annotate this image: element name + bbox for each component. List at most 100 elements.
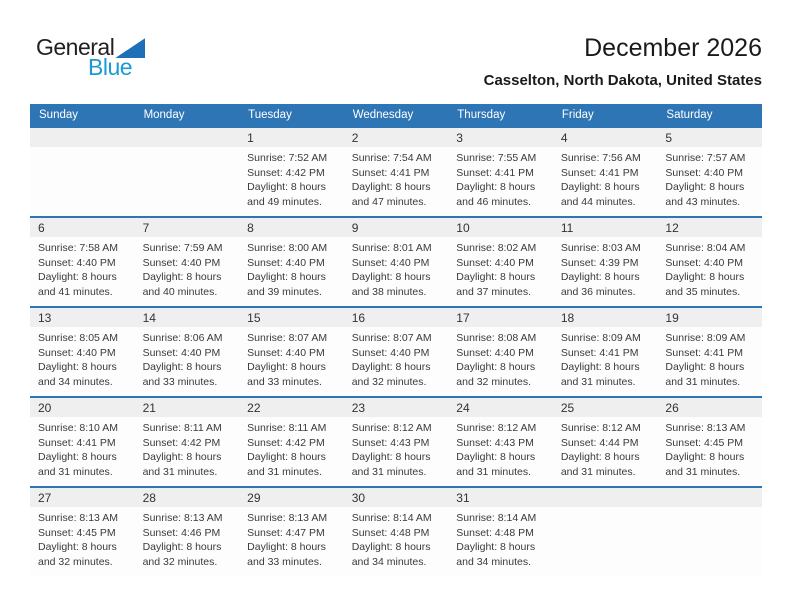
sunrise-text: Sunrise: 8:10 AM bbox=[38, 422, 118, 434]
day-cell-21: 21 Sunrise: 8:11 AM Sunset: 4:42 PM Dayligh… bbox=[135, 398, 240, 486]
weekday-header-monday: Monday bbox=[143, 109, 185, 121]
day-number: 12 bbox=[665, 221, 679, 235]
day-details: Sunrise: 8:03 AM Sunset: 4:39 PM Daylight:… bbox=[553, 237, 658, 299]
sunrise-text: Sunrise: 8:07 AM bbox=[351, 332, 432, 344]
sunset-text: Sunset: 4:43 PM bbox=[351, 436, 430, 449]
sunrise-text: Sunrise: 7:57 AM bbox=[665, 152, 746, 164]
day-details: Sunrise: 8:12 AM Sunset: 4:44 PM Daylight:… bbox=[553, 417, 658, 479]
sunrise-text: Sunrise: 8:11 AM bbox=[247, 422, 327, 434]
general-blue-logo: General Blue bbox=[36, 34, 146, 79]
day-number: 3 bbox=[456, 131, 463, 145]
daylight-text: Daylight: 8 hours and 31 minutes. bbox=[142, 451, 222, 478]
daylight-text: Daylight: 8 hours and 34 minutes. bbox=[38, 361, 117, 388]
logo-triangle-icon bbox=[115, 38, 146, 58]
sunset-text: Sunset: 4:48 PM bbox=[456, 526, 534, 539]
daylight-text: Daylight: 8 hours and 36 minutes. bbox=[560, 271, 640, 298]
empty-day-cell bbox=[30, 128, 135, 216]
day-cell-13: 13 Sunrise: 8:05 AM Sunset: 4:40 PM Dayligh… bbox=[30, 308, 135, 396]
daylight-text: Daylight: 8 hours and 34 minutes. bbox=[351, 541, 431, 568]
day-details: Sunrise: 8:13 AM Sunset: 4:46 PM Daylight:… bbox=[135, 507, 240, 569]
calendar-grid: 1 Sunrise: 7:52 AM Sunset: 4:42 PM Daylight… bbox=[30, 126, 762, 576]
day-cell-8: 8 Sunrise: 8:00 AM Sunset: 4:40 PM Daylight… bbox=[239, 218, 344, 306]
sunrise-text: Sunrise: 8:14 AM bbox=[351, 512, 432, 524]
sunrise-text: Sunrise: 7:58 AM bbox=[38, 242, 118, 254]
daylight-text: Daylight: 8 hours and 40 minutes. bbox=[142, 271, 222, 298]
daylight-text: Daylight: 8 hours and 44 minutes. bbox=[560, 181, 640, 208]
day-cell-5: 5 Sunrise: 7:57 AM Sunset: 4:40 PM Daylight… bbox=[657, 128, 762, 216]
sunset-text: Sunset: 4:40 PM bbox=[38, 256, 116, 269]
daylight-text: Daylight: 8 hours and 37 minutes. bbox=[456, 271, 536, 298]
day-number: 13 bbox=[38, 311, 52, 325]
day-number: 20 bbox=[38, 401, 52, 415]
sunset-text: Sunset: 4:40 PM bbox=[247, 346, 325, 359]
page-title: December 2026 bbox=[584, 34, 762, 62]
sunrise-text: Sunrise: 8:13 AM bbox=[142, 512, 223, 524]
daylight-text: Daylight: 8 hours and 33 minutes. bbox=[247, 541, 326, 568]
day-details: Sunrise: 8:09 AM Sunset: 4:41 PM Daylight:… bbox=[553, 327, 658, 389]
sunrise-text: Sunrise: 7:59 AM bbox=[142, 242, 223, 254]
sunrise-text: Sunrise: 8:12 AM bbox=[560, 422, 641, 434]
day-cell-2: 2 Sunrise: 7:54 AM Sunset: 4:41 PM Daylight… bbox=[344, 128, 449, 216]
sunrise-text: Sunrise: 7:55 AM bbox=[456, 152, 537, 164]
day-number: 23 bbox=[351, 401, 366, 415]
sunset-text: Sunset: 4:46 PM bbox=[142, 526, 221, 539]
day-number: 27 bbox=[38, 491, 52, 505]
sunset-text: Sunset: 4:40 PM bbox=[665, 256, 744, 269]
day-cell-20: 20 Sunrise: 8:10 AM Sunset: 4:41 PM Dayligh… bbox=[30, 398, 135, 486]
week-row: 20 Sunrise: 8:10 AM Sunset: 4:41 PM Dayligh… bbox=[30, 396, 762, 486]
sunset-text: Sunset: 4:43 PM bbox=[456, 436, 534, 449]
sunset-text: Sunset: 4:41 PM bbox=[665, 346, 744, 359]
empty-day-cell bbox=[657, 488, 762, 576]
day-details: Sunrise: 8:10 AM Sunset: 4:41 PM Daylight:… bbox=[30, 417, 135, 479]
week-row: 27 Sunrise: 8:13 AM Sunset: 4:45 PM Dayligh… bbox=[30, 486, 762, 576]
sunset-text: Sunset: 4:40 PM bbox=[351, 256, 430, 269]
sunset-text: Sunset: 4:41 PM bbox=[38, 436, 116, 449]
day-details: Sunrise: 7:59 AM Sunset: 4:40 PM Daylight:… bbox=[135, 237, 240, 299]
sunset-text: Sunset: 4:41 PM bbox=[560, 166, 639, 179]
weekday-header-wednesday: Wednesday bbox=[352, 109, 414, 121]
daylight-text: Daylight: 8 hours and 31 minutes. bbox=[247, 451, 326, 478]
day-cell-10: 10 Sunrise: 8:02 AM Sunset: 4:40 PM Dayligh… bbox=[448, 218, 553, 306]
day-details: Sunrise: 8:11 AM Sunset: 4:42 PM Daylight:… bbox=[239, 417, 344, 479]
sunrise-text: Sunrise: 8:04 AM bbox=[665, 242, 746, 254]
day-details: Sunrise: 8:02 AM Sunset: 4:40 PM Daylight:… bbox=[448, 237, 553, 299]
day-details: Sunrise: 8:08 AM Sunset: 4:40 PM Daylight:… bbox=[448, 327, 553, 389]
sunset-text: Sunset: 4:42 PM bbox=[247, 166, 325, 179]
day-details: Sunrise: 8:01 AM Sunset: 4:40 PM Daylight:… bbox=[344, 237, 449, 299]
day-number: 16 bbox=[351, 311, 366, 325]
sunrise-text: Sunrise: 8:11 AM bbox=[142, 422, 222, 434]
day-number: 31 bbox=[456, 491, 470, 505]
daylight-text: Daylight: 8 hours and 38 minutes. bbox=[351, 271, 431, 298]
logo-text-general: General bbox=[36, 34, 115, 60]
day-cell-24: 24 Sunrise: 8:12 AM Sunset: 4:43 PM Dayligh… bbox=[448, 398, 553, 486]
day-cell-7: 7 Sunrise: 7:59 AM Sunset: 4:40 PM Daylight… bbox=[135, 218, 240, 306]
day-cell-11: 11 Sunrise: 8:03 AM Sunset: 4:39 PM Dayligh… bbox=[553, 218, 658, 306]
day-cell-27: 27 Sunrise: 8:13 AM Sunset: 4:45 PM Dayligh… bbox=[30, 488, 135, 576]
sunset-text: Sunset: 4:40 PM bbox=[247, 256, 325, 269]
day-details: Sunrise: 8:09 AM Sunset: 4:41 PM Daylight:… bbox=[657, 327, 762, 389]
daylight-text: Daylight: 8 hours and 47 minutes. bbox=[351, 181, 431, 208]
day-cell-22: 22 Sunrise: 8:11 AM Sunset: 4:42 PM Dayligh… bbox=[239, 398, 344, 486]
day-cell-12: 12 Sunrise: 8:04 AM Sunset: 4:40 PM Dayligh… bbox=[657, 218, 762, 306]
sunset-text: Sunset: 4:40 PM bbox=[456, 256, 534, 269]
week-row: 1 Sunrise: 7:52 AM Sunset: 4:42 PM Daylight… bbox=[30, 126, 762, 216]
day-details: Sunrise: 8:13 AM Sunset: 4:45 PM Daylight:… bbox=[657, 417, 762, 479]
sunrise-text: Sunrise: 7:54 AM bbox=[351, 152, 432, 164]
day-number: 5 bbox=[665, 131, 673, 145]
day-number: 29 bbox=[247, 491, 261, 505]
day-details: Sunrise: 7:57 AM Sunset: 4:40 PM Daylight:… bbox=[657, 147, 762, 209]
day-number: 28 bbox=[142, 491, 156, 505]
day-details: Sunrise: 8:13 AM Sunset: 4:47 PM Daylight:… bbox=[239, 507, 344, 569]
sunrise-text: Sunrise: 8:06 AM bbox=[142, 332, 223, 344]
sunset-text: Sunset: 4:41 PM bbox=[560, 346, 639, 359]
weekday-header-row: Sunday Monday Tuesday Wednesday Thursday Frid… bbox=[30, 104, 762, 126]
sunrise-text: Sunrise: 8:01 AM bbox=[351, 242, 432, 254]
sunrise-text: Sunrise: 7:52 AM bbox=[247, 152, 328, 164]
sunrise-text: Sunrise: 8:13 AM bbox=[665, 422, 746, 434]
sunrise-text: Sunrise: 8:07 AM bbox=[247, 332, 328, 344]
daylight-text: Daylight: 8 hours and 33 minutes. bbox=[247, 361, 326, 388]
day-cell-31: 31 Sunrise: 8:14 AM Sunset: 4:48 PM Dayligh… bbox=[448, 488, 553, 576]
day-number: 22 bbox=[247, 401, 261, 415]
sunset-text: Sunset: 4:40 PM bbox=[38, 346, 116, 359]
day-number: 17 bbox=[456, 311, 470, 325]
